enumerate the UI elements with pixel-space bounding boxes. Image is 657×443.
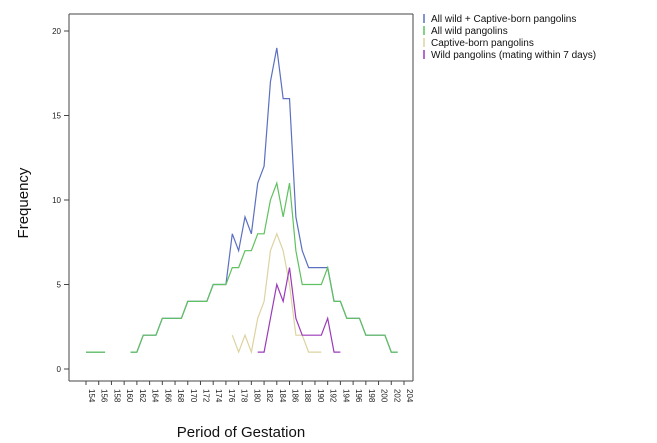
series-line [130, 180, 398, 353]
x-tick-label: 196 [354, 389, 363, 403]
y-tick-label: 10 [52, 196, 61, 205]
x-tick-label: 158 [112, 389, 121, 403]
y-tick-label: 15 [52, 112, 61, 121]
x-tick-label: 172 [201, 389, 210, 403]
series-layer [86, 47, 398, 355]
y-tick-label: 20 [52, 27, 61, 36]
series-line [231, 232, 322, 355]
x-tick-label: 184 [278, 389, 287, 403]
x-tick-label: 188 [303, 389, 312, 403]
x-tick-label: 204 [405, 389, 414, 403]
x-tick-label: 178 [240, 389, 249, 403]
x-tick-label: 194 [341, 389, 350, 403]
legend-entry: All wild pangolins [431, 26, 508, 37]
x-tick-label: 180 [252, 389, 261, 403]
x-tick-label: 186 [291, 389, 300, 403]
x-axis-ticks: 154 156 158 160 162 164 166 168 170 172 174 176 178 1… [85, 381, 414, 403]
y-axis-ticks: 0 5 10 15 20 [52, 27, 69, 374]
x-tick-label: 162 [138, 389, 147, 403]
y-tick-label: 5 [57, 281, 62, 290]
x-tick-label: 168 [176, 389, 185, 403]
legend-entry: Captive-born pangolins [431, 38, 534, 49]
series-line [257, 267, 341, 353]
x-tick-label: 202 [392, 389, 401, 403]
legend-entry: Wild pangolins (mating within 7 days) [431, 50, 596, 61]
x-tick-label: 166 [163, 389, 172, 403]
x-tick-label: 176 [227, 389, 236, 403]
plot-frame [68, 13, 414, 382]
series-line [130, 47, 398, 353]
x-tick-label: 192 [329, 389, 338, 403]
x-tick-label: 156 [100, 389, 109, 403]
x-tick-label: 198 [367, 389, 376, 403]
x-tick-label: 174 [214, 389, 223, 403]
x-tick-label: 200 [380, 389, 389, 403]
x-tick-label: 170 [189, 389, 198, 403]
y-tick-label: 0 [57, 365, 62, 374]
x-axis-title: Period of Gestation [177, 424, 305, 441]
x-tick-label: 160 [125, 389, 134, 403]
x-tick-label: 154 [87, 389, 96, 403]
y-axis-title: Frequency [15, 167, 32, 238]
legend-entry: All wild + Captive-born pangolins [431, 14, 576, 25]
x-tick-label: 164 [151, 389, 160, 403]
x-tick-label: 190 [316, 389, 325, 403]
x-tick-label: 182 [265, 389, 274, 403]
